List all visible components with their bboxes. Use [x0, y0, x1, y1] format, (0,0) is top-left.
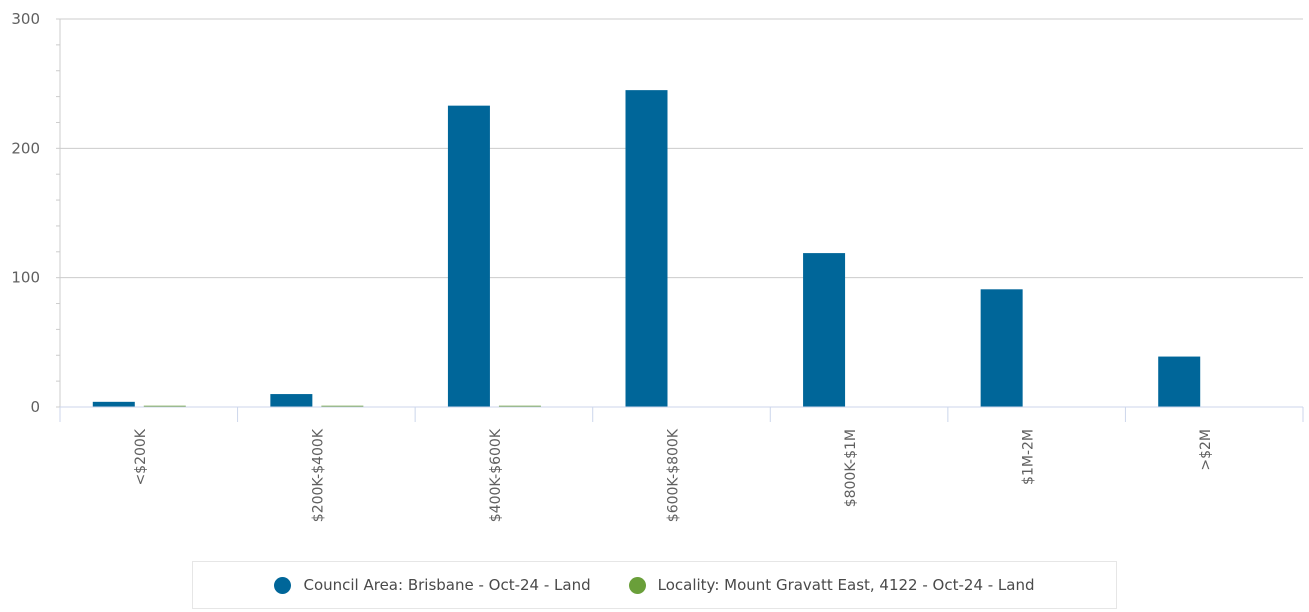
bar-council[interactable] — [92, 401, 135, 407]
x-tick-label: >$2M — [1198, 429, 1214, 471]
y-tick-label: 100 — [11, 269, 40, 287]
x-tick-label: $200K-$400K — [310, 428, 326, 522]
bar-council[interactable] — [980, 289, 1023, 407]
legend-swatch-council — [274, 576, 292, 594]
x-tick-label: $400K-$600K — [488, 428, 504, 522]
legend: Council Area: Brisbane - Oct-24 - Land L… — [192, 561, 1117, 609]
bar-locality[interactable] — [143, 405, 186, 407]
gridlines — [60, 18, 1303, 279]
bar-council[interactable] — [803, 253, 846, 407]
x-tick-label: $800K-$1M — [843, 429, 859, 507]
y-tick-label: 200 — [11, 139, 40, 157]
legend-item-locality[interactable]: Locality: Mount Gravatt East, 4122 - Oct… — [628, 576, 1035, 594]
bar-locality[interactable] — [498, 405, 541, 407]
x-tick-label: <$200K — [133, 428, 149, 485]
bar-council[interactable] — [447, 105, 490, 408]
bar-council[interactable] — [270, 394, 313, 407]
x-tick-label: $600K-$800K — [666, 428, 682, 522]
legend-item-council[interactable]: Council Area: Brisbane - Oct-24 - Land — [274, 576, 591, 594]
legend-label-locality: Locality: Mount Gravatt East, 4122 - Oct… — [657, 576, 1035, 594]
bar-council[interactable] — [1158, 356, 1201, 407]
y-tick-label: 300 — [11, 10, 40, 28]
y-tick-label: 0 — [30, 398, 40, 416]
x-tick-label: $1M-2M — [1021, 429, 1037, 485]
x-axis: <$200K $200K-$400K $400K-$600K $600K-$800K $… — [59, 406, 1304, 522]
bar-chart: 0 100 200 300 <$200K $200K-$400K $400K-$600K $… — [11, 10, 1304, 522]
legend-swatch-locality — [628, 576, 646, 594]
y-axis: 0 100 200 300 — [11, 10, 61, 416]
bar-locality[interactable] — [321, 405, 364, 407]
bars — [92, 90, 1201, 408]
legend-label-council: Council Area: Brisbane - Oct-24 - Land — [303, 576, 591, 594]
bar-council[interactable] — [625, 90, 668, 407]
